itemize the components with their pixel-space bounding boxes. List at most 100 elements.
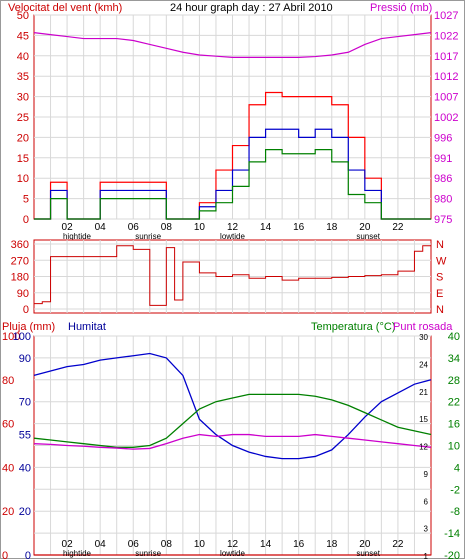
- humidity-tick-label: 20: [19, 506, 31, 518]
- direction-tick-label: 270: [11, 255, 29, 267]
- pressure-tick-label: 991: [434, 153, 452, 165]
- hour-tick-label: 20: [359, 539, 371, 550]
- event-label: lowtide: [220, 549, 245, 558]
- rain-tick-label: 20: [2, 506, 14, 518]
- wind-tick-label: 45: [17, 30, 29, 42]
- event-label: sunrise: [135, 549, 161, 558]
- wind-tick-label: 15: [17, 153, 29, 165]
- hour-tick-label: 12: [227, 539, 239, 550]
- inner-tick-label: 15: [419, 415, 428, 424]
- rain-tick-label: 0: [2, 550, 8, 559]
- series-min-line: [34, 149, 431, 220]
- hour-tick-label: 08: [161, 539, 173, 550]
- inner-tick-label: 21: [419, 388, 428, 397]
- panel-direction-lines: [34, 245, 432, 306]
- panel-direction-grid: [34, 240, 431, 313]
- inner-tick-label: 12: [419, 443, 428, 452]
- rain-axis-ticks: 100 80 60 40 20 0: [2, 331, 20, 559]
- humidity-tick-label: 70: [19, 397, 31, 409]
- inner-tick-label: 9: [424, 470, 429, 479]
- temperature-tick-label: 4: [454, 462, 460, 474]
- inner-tick-label: 1: [424, 552, 429, 559]
- hour-tick-label: 22: [392, 539, 404, 550]
- wind-tick-label: 10: [17, 173, 29, 185]
- wind-tick-label: 0: [23, 214, 29, 226]
- hour-axis-top: 02 04 06 08 10 12 14 16 18 20 22: [62, 222, 404, 233]
- hour-tick-label: 04: [95, 539, 107, 550]
- inner-tick-label: 24: [419, 360, 428, 369]
- pressure-tick-label: 1027: [434, 10, 458, 22]
- temperature-tick-label: -20: [444, 550, 460, 559]
- humidity-tick-label: 40: [19, 462, 31, 474]
- humidity-tick-label: 100: [13, 331, 31, 343]
- panel-temp-lines: [33, 352, 432, 556]
- temperature-tick-label: 10: [448, 441, 460, 453]
- pressure-label: Pressió (mb): [370, 2, 432, 14]
- pressure-tick-label: 1017: [434, 51, 458, 63]
- event-label: sunset: [356, 549, 380, 558]
- event-label: lowtide: [220, 232, 245, 241]
- pressure-axis-ticks: 1027 1022 1017 1012 1007 1002 996 991 986 980 975: [434, 10, 458, 226]
- event-label: hightide: [63, 232, 92, 241]
- event-labels-top: hightide sunrise lowtide sunset: [63, 232, 381, 241]
- hour-axis-bottom: 02 04 06 08 10 12 14 16 18 20 22: [62, 539, 404, 550]
- hour-tick-label: 16: [293, 539, 305, 550]
- temperature-tick-label: 16: [448, 419, 460, 431]
- wind-speed-label: Velocitat del vent (kmh): [8, 2, 122, 14]
- rain-tick-label: 60: [2, 419, 14, 431]
- wind-tick-label: 25: [17, 112, 29, 124]
- rain-tick-label: 80: [2, 375, 14, 387]
- hour-tick-label: 20: [359, 222, 371, 233]
- graph-title: 24 hour graph day : 27 Abril 2010: [170, 2, 333, 14]
- temperature-tick-label: 22: [448, 397, 460, 409]
- compass-label: E: [436, 288, 443, 300]
- hour-tick-label: 16: [293, 222, 305, 233]
- hour-tick-label: 08: [161, 222, 173, 233]
- event-label: sunset: [356, 232, 380, 241]
- pressure-tick-label: 986: [434, 173, 452, 185]
- panel-wind-lines: [33, 32, 432, 220]
- series-punt-rosada-line: [33, 433, 432, 450]
- wind-tick-label: 50: [17, 10, 29, 22]
- hour-tick-label: 22: [392, 222, 404, 233]
- compass-label: N: [436, 304, 444, 316]
- inner-right-ticks: 30 24 21 15 12 9 6 3 1: [419, 333, 428, 559]
- event-labels-bottom: hightide sunrise lowtide sunset: [63, 549, 381, 558]
- series-pressure-line: [33, 32, 432, 58]
- hour-tick-label: 18: [326, 539, 338, 550]
- pressure-tick-label: 1022: [434, 30, 458, 42]
- dew-point-label: Punt rosada: [393, 321, 453, 333]
- direction-tick-label: 180: [11, 272, 29, 284]
- wind-tick-label: 20: [17, 132, 29, 144]
- compass-label: S: [436, 272, 443, 284]
- hour-tick-label: 10: [194, 222, 206, 233]
- direction-axis-ticks: 360 270 180 90 0: [11, 239, 29, 316]
- wind-tick-label: 5: [23, 194, 29, 206]
- temperature-tick-label: 34: [448, 353, 460, 365]
- rain-tick-label: 100: [2, 331, 20, 343]
- inner-tick-label: 3: [424, 525, 429, 534]
- humidity-label: Humitat: [68, 321, 106, 333]
- hour-tick-label: 14: [260, 539, 272, 550]
- hour-tick-label: 02: [62, 539, 74, 550]
- temperature-tick-label: 40: [448, 331, 460, 343]
- hour-tick-label: 18: [326, 222, 338, 233]
- humidity-tick-label: 0: [25, 550, 31, 559]
- temperature-label: Temperatura (°C): [311, 321, 395, 333]
- hour-tick-label: 10: [194, 539, 206, 550]
- series-direction-line: [34, 245, 432, 306]
- hour-tick-label: 06: [128, 539, 140, 550]
- humidity-axis-ticks: 100 90 70 55 40 20 0: [13, 331, 31, 559]
- wind-tick-label: 40: [17, 51, 29, 63]
- pressure-tick-label: 1002: [434, 112, 458, 124]
- humidity-tick-label: 55: [19, 430, 31, 442]
- rain-tick-label: 40: [2, 462, 14, 474]
- series-humitat-line: [33, 352, 432, 460]
- hour-tick-label: 12: [227, 222, 239, 233]
- hour-tick-label: 04: [95, 222, 107, 233]
- event-label: sunrise: [135, 232, 161, 241]
- event-label: hightide: [63, 549, 92, 558]
- temperature-tick-label: -2: [450, 484, 460, 496]
